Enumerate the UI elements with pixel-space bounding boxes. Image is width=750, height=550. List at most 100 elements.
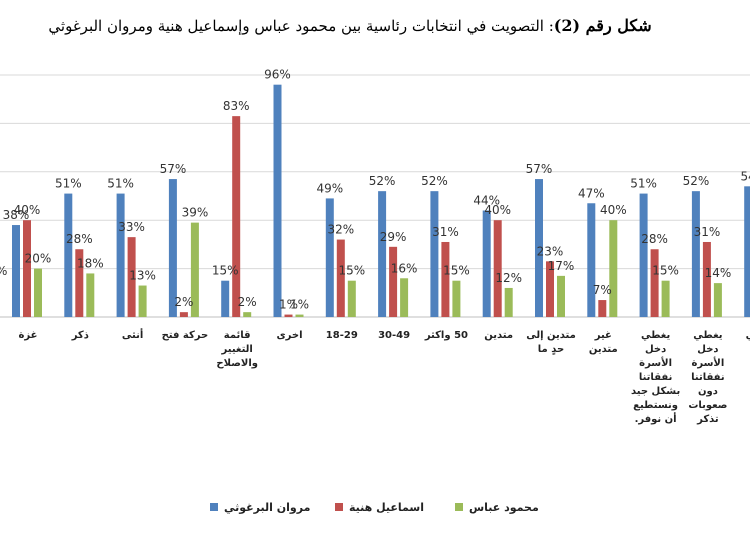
bar-barghouti	[482, 210, 491, 317]
data-label: 44%	[473, 194, 500, 208]
data-label: 96%	[264, 68, 291, 82]
data-label: 20%	[25, 252, 52, 266]
data-label: 15%	[443, 264, 470, 278]
data-label: 40%	[484, 203, 511, 217]
bar-barghouti	[64, 193, 73, 317]
bar-barghouti	[430, 191, 439, 317]
data-label: 32%	[327, 223, 354, 237]
bar-barghouti	[587, 203, 596, 317]
bar-abbas	[138, 285, 147, 317]
data-label: 14%	[705, 266, 732, 280]
category-label: يغطي	[746, 330, 750, 341]
bar-haniyeh	[650, 249, 659, 317]
bar-abbas	[295, 314, 304, 317]
figure-number: شكل رقم (2)	[553, 16, 652, 35]
category-label: ونستطيع	[633, 400, 678, 411]
category-label: دخل	[645, 344, 666, 355]
data-label: 51%	[630, 177, 657, 191]
bar-abbas	[713, 283, 722, 317]
data-label: 54	[741, 169, 750, 183]
category-label: صعوبات	[688, 400, 727, 411]
bar-abbas	[347, 280, 356, 317]
bar-haniyeh	[493, 220, 502, 317]
data-label: 28%	[66, 232, 93, 246]
data-label: 49%	[316, 181, 343, 195]
bar-abbas	[504, 287, 513, 317]
category-label: يغطي	[641, 330, 671, 341]
category-label: متدين إلى	[526, 330, 576, 341]
category-label: حركة فتح	[162, 330, 209, 341]
bar-barghouti	[12, 225, 20, 317]
data-label: %	[0, 264, 7, 278]
bar-barghouti	[691, 191, 700, 317]
category-label: اخرى	[276, 330, 302, 341]
data-label: 16%	[391, 261, 418, 275]
bar-abbas	[609, 220, 618, 317]
data-label: 57%	[526, 162, 553, 176]
category-label: يغطي	[693, 330, 723, 341]
category-label: قائمة	[224, 330, 251, 341]
bar-barghouti	[221, 280, 230, 317]
legend-label: مروان البرغوثي	[224, 501, 310, 514]
category-label: دخل	[697, 344, 718, 355]
bar-haniyeh	[702, 241, 711, 317]
category-label: غير	[594, 330, 612, 341]
category-label: 30-49	[378, 330, 410, 341]
bar-abbas	[557, 275, 565, 317]
bar-haniyeh	[232, 116, 241, 317]
chart-title: شكل رقم (2): التصويت في انتخابات رئاسية …	[0, 16, 700, 35]
category-label: غزة	[19, 330, 38, 341]
category-label: بشكل جيد	[631, 386, 680, 397]
data-label: 1%	[279, 298, 298, 312]
legend-label: محمود عباس	[469, 501, 539, 514]
data-label: 29%	[380, 230, 407, 244]
bar-haniyeh	[127, 237, 136, 317]
data-label: 39%	[182, 206, 209, 220]
category-label: نفقاتنا	[639, 372, 673, 383]
bar-barghouti	[325, 198, 334, 317]
data-label: 52%	[683, 174, 710, 188]
bar-abbas	[34, 268, 42, 317]
bar-haniyeh	[441, 241, 450, 317]
data-label: 38%	[3, 208, 30, 222]
category-label: أن نوفر.	[635, 412, 677, 425]
bar-haniyeh	[598, 300, 607, 317]
data-label: 23%	[537, 244, 564, 258]
figure-caption: : التصويت في انتخابات رئاسية بين محمود ع…	[48, 17, 554, 35]
data-label: 52%	[421, 174, 448, 188]
data-label: 57%	[160, 162, 187, 176]
category-label: والاصلاح	[216, 358, 258, 369]
data-label: 15%	[338, 264, 365, 278]
data-label: 83%	[223, 99, 250, 113]
bar-abbas	[190, 222, 199, 317]
bar-haniyeh	[179, 312, 188, 317]
category-label: حدٍ ما	[538, 344, 564, 356]
category-label: الأسرة	[639, 356, 672, 369]
bar-haniyeh	[284, 314, 293, 317]
data-label: 18%	[77, 256, 104, 270]
data-label: 15%	[652, 264, 679, 278]
bar-haniyeh	[389, 246, 398, 317]
category-label: الأسرة	[691, 356, 724, 369]
category-label: تذكر	[696, 414, 719, 425]
data-label: 51%	[55, 177, 82, 191]
category-label: دون	[698, 386, 718, 397]
category-label: 18-29	[326, 330, 358, 341]
category-label: نفقاتنا	[691, 372, 725, 383]
legend-swatch	[335, 503, 343, 511]
bar-haniyeh	[23, 220, 31, 317]
data-label: 1%	[290, 298, 309, 312]
data-label: 31%	[432, 225, 459, 239]
bar-barghouti	[378, 191, 387, 317]
bar-haniyeh	[546, 261, 554, 317]
bar-haniyeh	[336, 239, 345, 317]
bar-barghouti	[116, 193, 125, 317]
category-label: متدين	[484, 330, 513, 341]
data-label: 17%	[548, 259, 575, 273]
legend-swatch	[455, 503, 463, 511]
data-label: 28%	[641, 232, 668, 246]
data-label: 31%	[694, 225, 721, 239]
bar-haniyeh	[75, 249, 84, 317]
bar-barghouti	[639, 193, 648, 317]
data-label: 7%	[593, 283, 612, 297]
